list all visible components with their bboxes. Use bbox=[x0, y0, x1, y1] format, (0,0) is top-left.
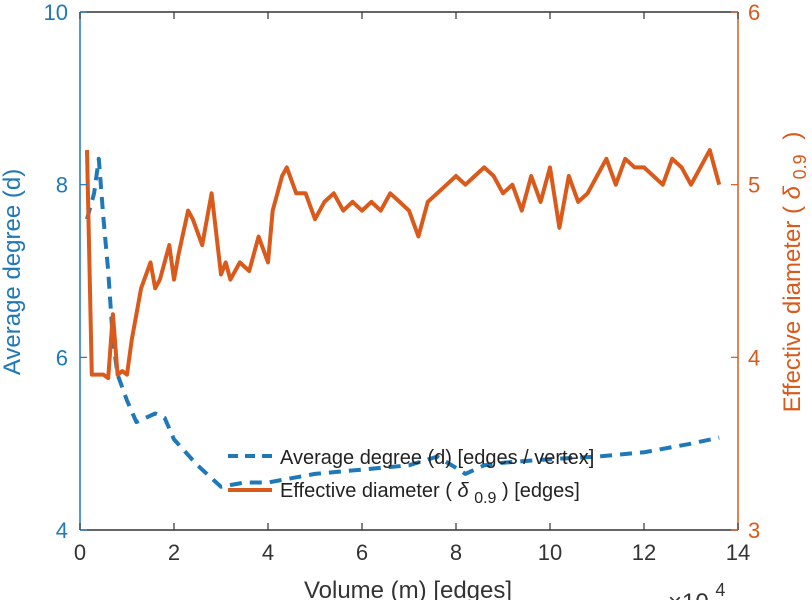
x-tick-label: 8 bbox=[450, 540, 462, 565]
legend-effective-diameter-subscript: 0.9 bbox=[474, 490, 496, 507]
ticks-layer: 0 2 4 6 8 10 12 14 4 6 8 10 3 4 5 6 bbox=[44, 0, 761, 565]
x-tick-label: 14 bbox=[726, 540, 750, 565]
legend-effective-diameter-symbol: δ bbox=[458, 480, 470, 502]
y-axis-right-label-subscript: 0.9 bbox=[790, 154, 810, 179]
svg-text:×10 4: ×10 4 bbox=[668, 580, 725, 600]
y-right-tick-label: 4 bbox=[748, 345, 760, 370]
series-line-effective-diameter bbox=[85, 148, 722, 381]
x-tick-label: 12 bbox=[632, 540, 656, 565]
x-exponent-base: ×10 bbox=[668, 589, 709, 600]
legend-label-effective-diameter: Effective diameter ( δ 0.9 ) [edges] bbox=[280, 480, 580, 508]
y-axis-right-label-symbol: δ bbox=[779, 185, 806, 199]
legend: Average degree (d) [edges / vertex] Effe… bbox=[228, 447, 594, 508]
svg-text:Effective diameter (: Effective diameter ( δ 0.9 ) bbox=[779, 132, 812, 413]
x-exponent-power: 4 bbox=[715, 580, 725, 600]
y-left-tick-label: 10 bbox=[44, 0, 68, 25]
y-axis-right-label: Effective diameter ( δ 0.9 ) bbox=[779, 132, 812, 413]
x-tick-label: 10 bbox=[538, 540, 562, 565]
legend-effective-diameter-suffix: ) [edges] bbox=[502, 480, 580, 502]
x-axis-label: Volume (m) [edges] bbox=[304, 577, 512, 600]
axes-frame bbox=[79, 11, 739, 531]
x-tick-label: 4 bbox=[262, 540, 274, 565]
y-axis-right-label-prefix: Effective diameter ( bbox=[779, 206, 806, 412]
series-line-average-degree bbox=[85, 156, 720, 489]
x-axis-exponent: ×10 4 bbox=[668, 580, 725, 600]
legend-label-average-degree: Average degree (d) [edges / vertex] bbox=[280, 447, 594, 469]
y-right-tick-label: 6 bbox=[748, 0, 760, 25]
y-left-tick-label: 6 bbox=[56, 345, 68, 370]
x-tick-label: 0 bbox=[74, 540, 86, 565]
y-right-tick-label: 5 bbox=[748, 173, 760, 198]
x-tick-label: 6 bbox=[356, 540, 368, 565]
y-axis-left-label: Average degree (d) bbox=[0, 169, 26, 375]
x-tick-label: 2 bbox=[168, 540, 180, 565]
series-layer bbox=[85, 148, 722, 489]
y-right-tick-label: 3 bbox=[748, 518, 760, 543]
y-left-tick-label: 4 bbox=[56, 518, 68, 543]
y-axis-right-label-suffix: ) bbox=[779, 132, 806, 140]
legend-effective-diameter-prefix: Effective diameter ( bbox=[280, 480, 452, 502]
y-left-tick-label: 8 bbox=[56, 173, 68, 198]
